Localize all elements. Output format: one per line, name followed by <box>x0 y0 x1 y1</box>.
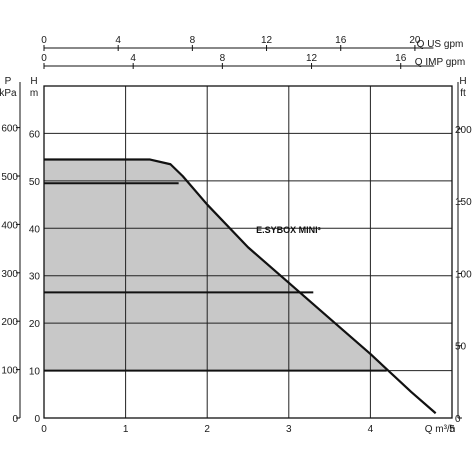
x-tick-label: 2 <box>204 424 210 435</box>
y-m-tick-label: 50 <box>29 177 41 188</box>
kpa-tick-label: 100 <box>1 366 18 377</box>
ft-axis-label-unit: ft <box>460 88 466 99</box>
kpa-tick-label: 0 <box>12 414 18 425</box>
ft-tick-label: 150 <box>455 197 472 208</box>
ft-tick-label: 50 <box>455 342 467 353</box>
x-tick-label: 3 <box>286 424 292 435</box>
y-m-tick-label: 60 <box>29 129 41 140</box>
ft-tick-label: 0 <box>455 414 461 425</box>
y-m-tick-label: 30 <box>29 272 41 283</box>
kpa-tick-label: 200 <box>1 317 18 328</box>
us-gpm-tick-label: 16 <box>335 35 347 46</box>
curves <box>44 158 437 415</box>
y-m-tick-label: 10 <box>29 367 41 378</box>
y-m-axis-label-unit: m <box>30 88 38 99</box>
imp-gpm-axis-label: Q IMP gpm <box>415 57 465 68</box>
imp-gpm-tick-label: 8 <box>220 53 226 64</box>
kpa-axis-label-p: P <box>5 76 12 87</box>
us-gpm-tick-label: 0 <box>41 35 47 46</box>
kpa-axis-label-unit: kPa <box>0 88 17 99</box>
shaded-operating-area <box>44 159 387 371</box>
x-tick-label: 1 <box>123 424 129 435</box>
plot-border <box>43 85 453 419</box>
kpa-tick-label: 400 <box>1 220 18 231</box>
us-gpm-tick-label: 20 <box>409 35 421 46</box>
us-gpm-tick-label: 12 <box>261 35 273 46</box>
x-tick-label: 4 <box>368 424 374 435</box>
y-m-tick-label: 40 <box>29 224 41 235</box>
axis-labels: E.SYBOX MINI³ Q m³/h Q US gpm Q IMP gpm Hm Pk… <box>0 39 467 435</box>
imp-gpm-tick-label: 16 <box>395 53 407 64</box>
imp-gpm-tick-label: 4 <box>130 53 136 64</box>
y-m-axis-label-h: H <box>30 76 37 87</box>
operating-region <box>44 159 387 371</box>
kpa-tick-label: 300 <box>1 269 18 280</box>
y-m-tick-label: 20 <box>29 319 41 330</box>
us-gpm-tick-label: 8 <box>190 35 196 46</box>
ft-tick-label: 100 <box>455 269 472 280</box>
us-gpm-tick-label: 4 <box>115 35 121 46</box>
us-gpm-axis-label: Q US gpm <box>417 39 464 50</box>
kpa-tick-label: 600 <box>1 124 18 135</box>
ft-axis-label-h: H <box>459 76 466 87</box>
ft-tick-label: 200 <box>455 125 472 136</box>
max-performance-curve <box>44 158 437 415</box>
imp-gpm-tick-label: 12 <box>306 53 318 64</box>
plot-frame <box>43 85 453 419</box>
x-tick-label: 5 <box>449 424 455 435</box>
y-m-tick-label: 0 <box>34 414 40 425</box>
x-tick-label: 0 <box>41 424 47 435</box>
x-axis-label: Q m³/h <box>425 424 456 435</box>
model-label: E.SYBOX MINI³ <box>256 225 321 235</box>
axes: 0 1 2 3 4 50 4 8 12 16 200 4 8 12 16010203040506001002… <box>1 35 472 435</box>
imp-gpm-tick-label: 0 <box>41 53 47 64</box>
kpa-tick-label: 500 <box>1 172 18 183</box>
